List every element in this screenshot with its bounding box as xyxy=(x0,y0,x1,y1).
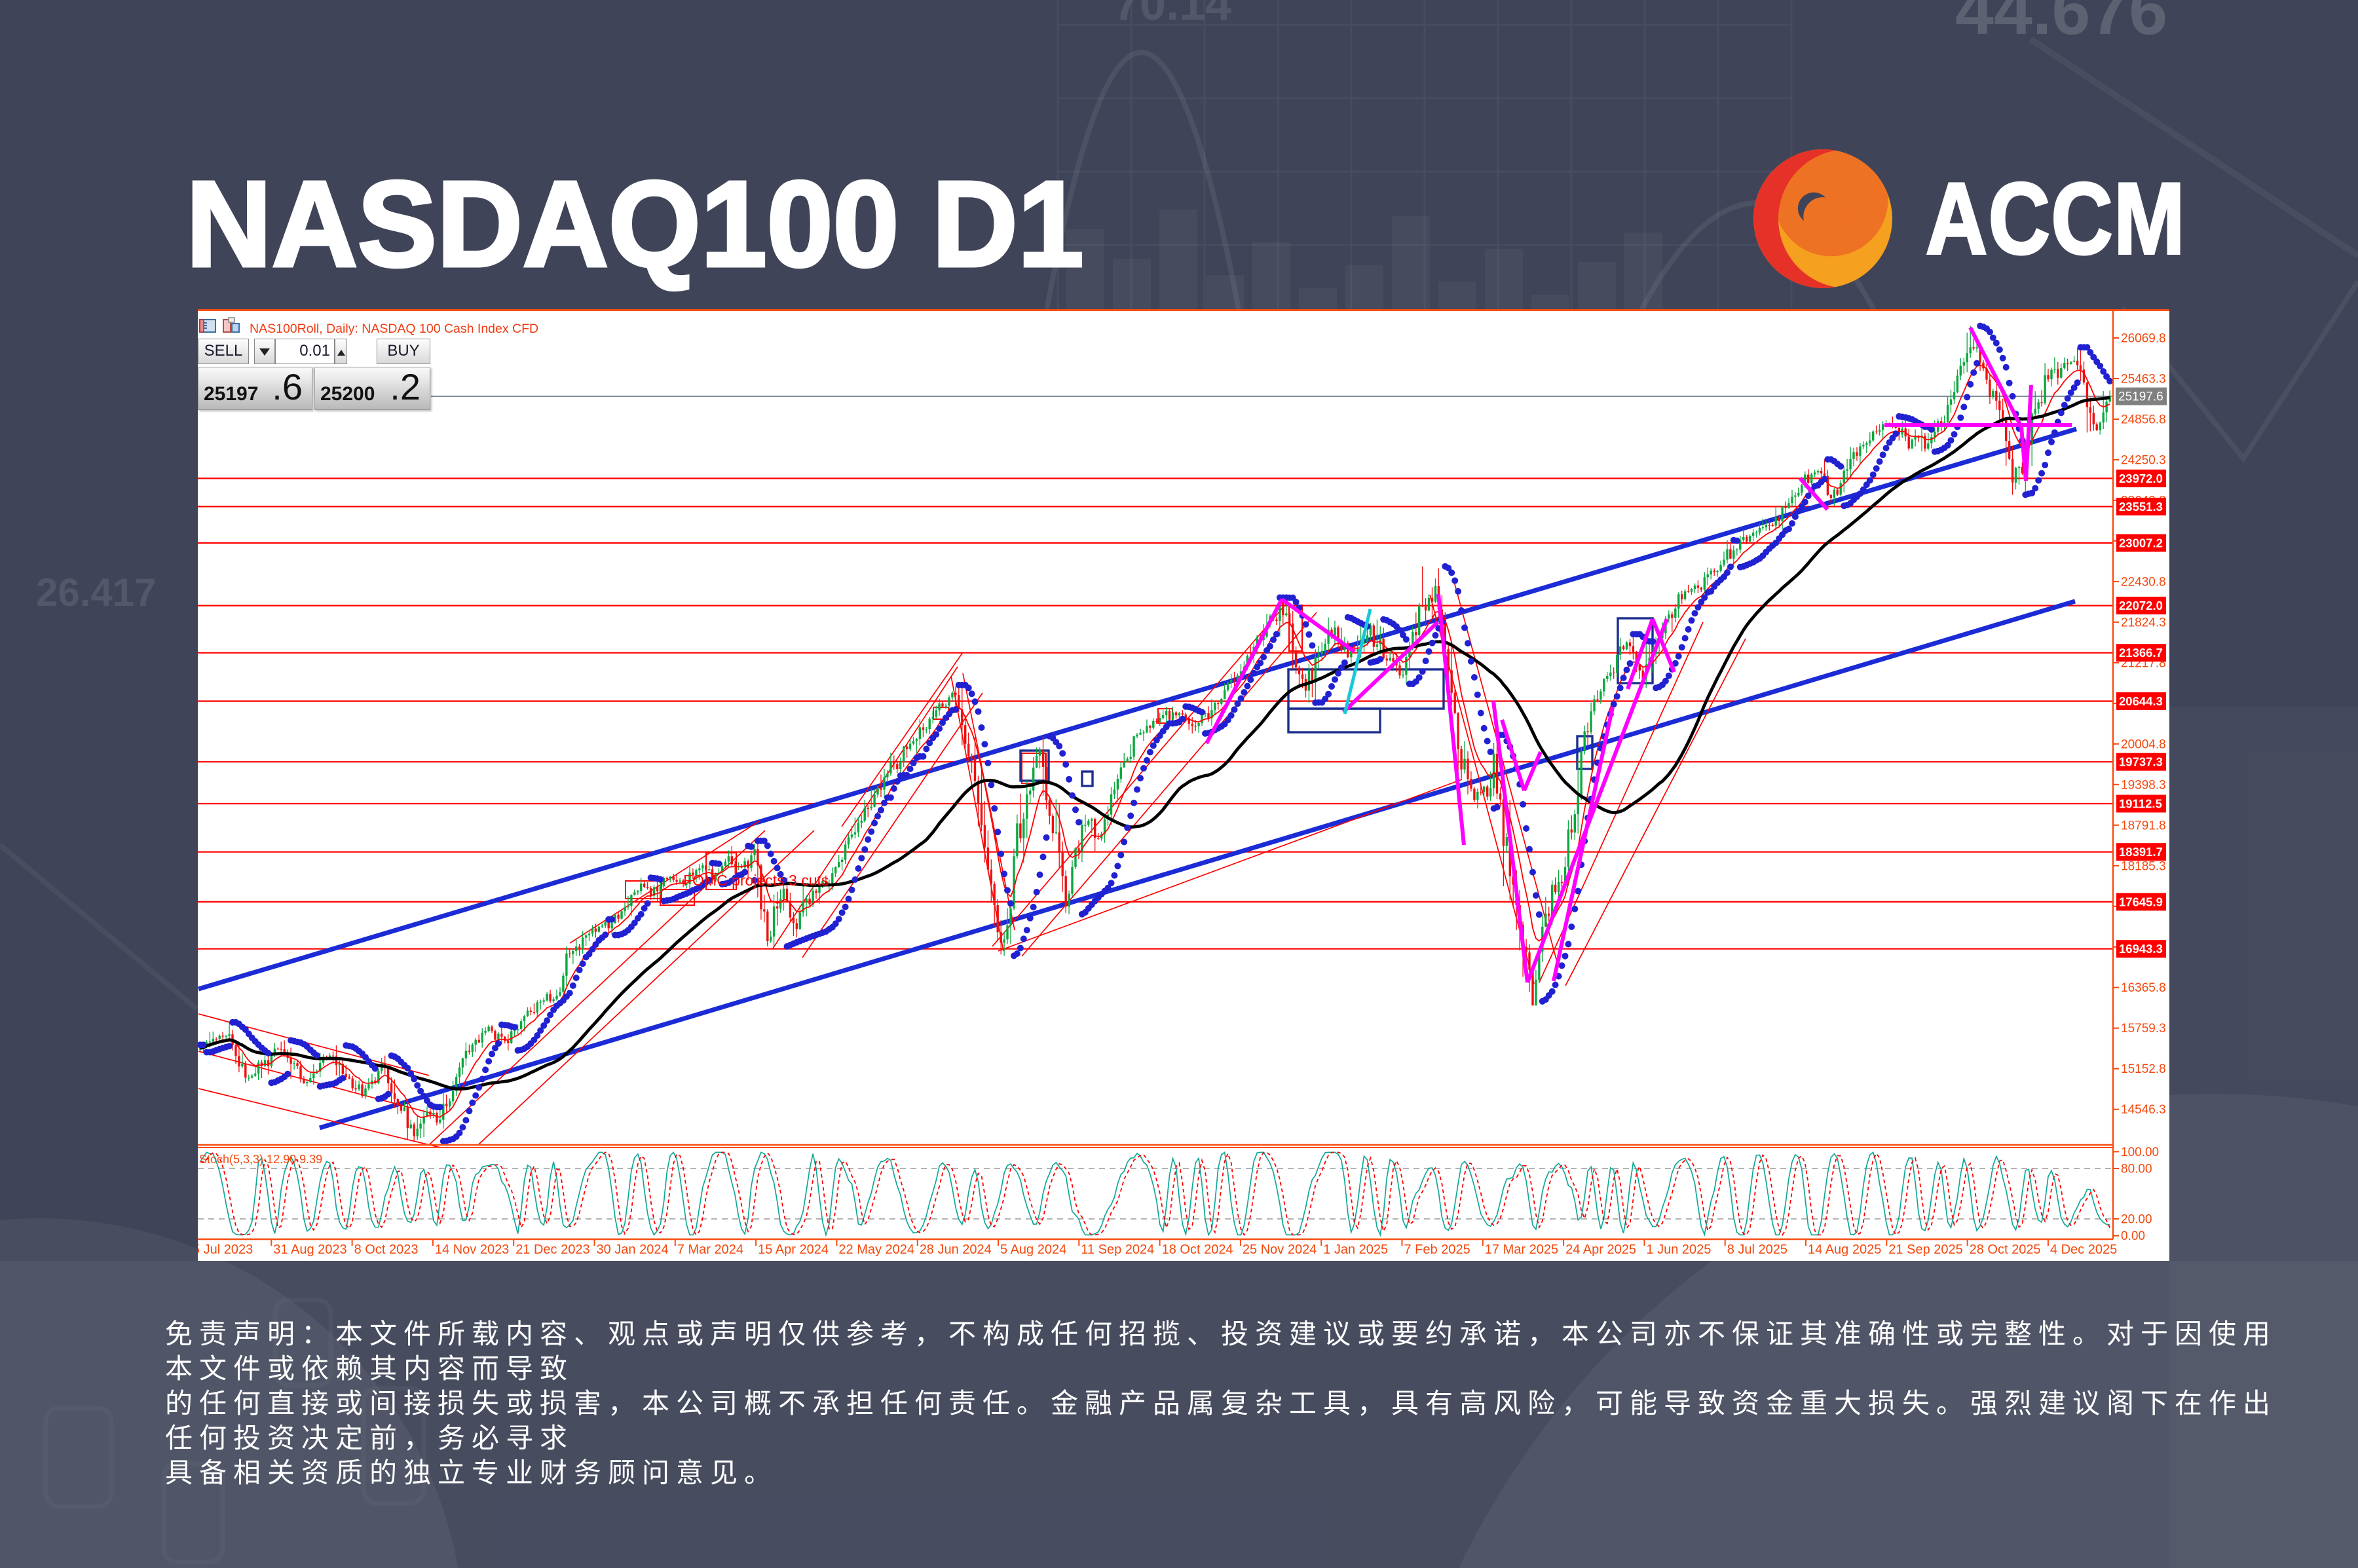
svg-text:14 Nov 2023: 14 Nov 2023 xyxy=(435,1242,509,1257)
svg-text:28 Oct 2025: 28 Oct 2025 xyxy=(1970,1242,2041,1257)
svg-text:44.676: 44.676 xyxy=(1955,0,2167,49)
svg-text:5 Aug 2024: 5 Aug 2024 xyxy=(1000,1242,1066,1257)
svg-text:14 Aug 2025: 14 Aug 2025 xyxy=(1808,1242,1881,1257)
svg-text:80.00: 80.00 xyxy=(2121,1163,2152,1176)
svg-text:19737.3: 19737.3 xyxy=(2119,755,2163,769)
svg-text:16365.8: 16365.8 xyxy=(2121,981,2166,995)
svg-text:26069.8: 26069.8 xyxy=(2121,332,2166,346)
svg-text:18 Oct 2024: 18 Oct 2024 xyxy=(1162,1242,1233,1257)
svg-text:18185.3: 18185.3 xyxy=(2121,859,2166,873)
svg-text:15759.3: 15759.3 xyxy=(2121,1022,2166,1036)
svg-text:19398.3: 19398.3 xyxy=(2121,778,2166,792)
svg-text:19112.5: 19112.5 xyxy=(2119,797,2162,811)
svg-text:15 Apr 2024: 15 Apr 2024 xyxy=(758,1242,829,1257)
svg-text:7 Feb 2025: 7 Feb 2025 xyxy=(1404,1242,1470,1257)
svg-text:7 Mar 2024: 7 Mar 2024 xyxy=(677,1242,743,1257)
svg-text:25 Nov 2024: 25 Nov 2024 xyxy=(1243,1242,1317,1257)
svg-text:26.417: 26.417 xyxy=(36,570,157,614)
svg-text:NAS100Roll, Daily: NASDAQ 100: NAS100Roll, Daily: NASDAQ 100 Cash Index… xyxy=(250,322,538,336)
svg-text:5 Jul 2023: 5 Jul 2023 xyxy=(198,1242,253,1257)
svg-text:22430.8: 22430.8 xyxy=(2121,575,2166,589)
svg-text:18791.8: 18791.8 xyxy=(2121,819,2166,832)
svg-text:21 Sep 2025: 21 Sep 2025 xyxy=(1888,1242,1962,1257)
svg-text:15152.8: 15152.8 xyxy=(2121,1062,2166,1076)
svg-text:30 Jan 2024: 30 Jan 2024 xyxy=(597,1242,669,1257)
svg-text:25463.3: 25463.3 xyxy=(2121,373,2166,386)
svg-text:100.00: 100.00 xyxy=(2121,1146,2159,1159)
svg-text:8 Jul 2025: 8 Jul 2025 xyxy=(1727,1242,1787,1257)
svg-text:22072.0: 22072.0 xyxy=(2119,599,2163,612)
svg-text:20644.3: 20644.3 xyxy=(2119,694,2163,708)
svg-text:16943.3: 16943.3 xyxy=(2119,942,2163,956)
svg-text:20.00: 20.00 xyxy=(2121,1213,2152,1227)
svg-text:4 Dec 2025: 4 Dec 2025 xyxy=(2050,1242,2117,1257)
svg-text:1 Jan 2025: 1 Jan 2025 xyxy=(1323,1242,1388,1257)
svg-text:17645.9: 17645.9 xyxy=(2119,895,2163,908)
svg-text:23972.0: 23972.0 xyxy=(2119,472,2163,485)
svg-text:70.14: 70.14 xyxy=(1114,0,1231,30)
svg-text:1 Jun 2025: 1 Jun 2025 xyxy=(1646,1242,1711,1257)
svg-text:24 Apr 2025: 24 Apr 2025 xyxy=(1565,1242,1636,1257)
svg-text:31 Aug 2023: 31 Aug 2023 xyxy=(273,1242,346,1257)
svg-text:Stoch(5,3,3) 12.90 9.39: Stoch(5,3,3) 12.90 9.39 xyxy=(199,1153,322,1166)
svg-text:22 May 2024: 22 May 2024 xyxy=(838,1242,914,1257)
svg-text:23007.2: 23007.2 xyxy=(2119,536,2163,550)
svg-text:20004.8: 20004.8 xyxy=(2121,737,2166,751)
svg-text:24856.8: 24856.8 xyxy=(2121,413,2166,427)
svg-text:18391.7: 18391.7 xyxy=(2119,845,2163,859)
svg-text:25197.6: 25197.6 xyxy=(2118,390,2163,404)
svg-text:0.00: 0.00 xyxy=(2121,1229,2145,1243)
svg-text:8 Oct 2023: 8 Oct 2023 xyxy=(354,1242,419,1257)
svg-text:FOMC projects 3 cuts: FOMC projects 3 cuts xyxy=(683,872,829,889)
svg-text:17 Mar 2025: 17 Mar 2025 xyxy=(1485,1242,1558,1257)
svg-text:11 Sep 2024: 11 Sep 2024 xyxy=(1081,1242,1154,1257)
svg-text:21 Dec 2023: 21 Dec 2023 xyxy=(515,1242,590,1257)
svg-text:23551.3: 23551.3 xyxy=(2119,500,2163,513)
svg-text:21366.7: 21366.7 xyxy=(2119,646,2163,660)
svg-text:24250.3: 24250.3 xyxy=(2121,454,2166,468)
svg-text:21824.3: 21824.3 xyxy=(2121,616,2166,629)
svg-text:14546.3: 14546.3 xyxy=(2121,1103,2166,1117)
svg-text:28 Jun 2024: 28 Jun 2024 xyxy=(920,1242,992,1257)
